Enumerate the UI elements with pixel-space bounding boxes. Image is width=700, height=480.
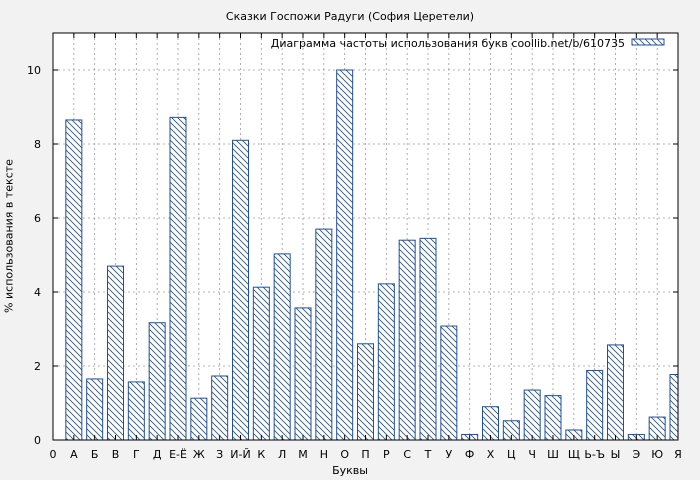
bar-И-Й bbox=[232, 139, 249, 441]
bar-А bbox=[65, 119, 83, 441]
x-tick-label: Я bbox=[674, 448, 682, 461]
x-tick-label: К bbox=[257, 448, 265, 461]
y-tick-labels: 0 2 4 6 8 10 bbox=[27, 64, 41, 447]
y-tick-label: 4 bbox=[34, 286, 41, 299]
bar-С bbox=[398, 239, 416, 441]
legend: Диаграмма частоты использования букв coo… bbox=[271, 37, 665, 50]
chart-title: Сказки Госпожи Радуги (София Церетели) bbox=[225, 10, 475, 23]
x-tick-label: Б bbox=[91, 448, 99, 461]
bar-Б bbox=[86, 378, 104, 441]
x-tick-label: Ы bbox=[611, 448, 621, 461]
x-tick-label: В bbox=[112, 448, 120, 461]
x-tick-label: Ю bbox=[651, 448, 663, 461]
x-tick-label: А bbox=[70, 448, 78, 461]
x-tick-label: М bbox=[298, 448, 308, 461]
bar-Ь-Ъ bbox=[586, 369, 604, 441]
x-tick-label: Ж bbox=[193, 448, 205, 461]
x-tick-label: И-Й bbox=[230, 448, 250, 461]
x-tick-label: О bbox=[340, 448, 349, 461]
x-tick-label: Д bbox=[153, 448, 162, 461]
x-tick-label: 0 bbox=[50, 448, 57, 461]
x-tick-label: Ф bbox=[465, 448, 474, 461]
bar-З bbox=[211, 375, 229, 441]
x-tick-label: Н bbox=[320, 448, 328, 461]
x-tick-labels: 0 А Б В Г Д Е-Ё Ж З И-Й К Л М Н О П Р С Т У Ф Х Ц Ч Ш Щ Ь-Ъ Ы Э Ю Я bbox=[50, 448, 682, 461]
x-tick-label: Р bbox=[383, 448, 390, 461]
y-tick-label: 2 bbox=[34, 360, 41, 373]
bar-М bbox=[294, 307, 312, 441]
bar-Ш bbox=[544, 395, 562, 441]
bar-Т bbox=[419, 237, 437, 441]
x-tick-label: С bbox=[403, 448, 411, 461]
bar-Ж bbox=[190, 397, 208, 441]
bar-К bbox=[252, 286, 270, 441]
x-tick-label: Х bbox=[487, 448, 495, 461]
grid-lines bbox=[53, 33, 678, 440]
bar-Я bbox=[669, 374, 679, 441]
bar-Д bbox=[148, 322, 166, 441]
x-tick-label: Л bbox=[278, 448, 286, 461]
bar-Л bbox=[273, 253, 291, 441]
axes bbox=[52, 32, 679, 441]
x-tick-label: Щ bbox=[568, 448, 580, 461]
x-tick-label: З bbox=[216, 448, 223, 461]
x-tick-label: У bbox=[445, 448, 452, 461]
bar-У bbox=[440, 325, 458, 441]
bar-В bbox=[107, 265, 124, 441]
bar-Ч bbox=[523, 389, 541, 441]
x-tick-label: Г bbox=[133, 448, 140, 461]
bar-Г bbox=[127, 381, 145, 441]
y-tick-label: 0 bbox=[34, 434, 41, 447]
x-tick-label: Ш bbox=[547, 448, 559, 461]
bar-Ы bbox=[607, 344, 624, 441]
x-tick-label: Ц bbox=[507, 448, 516, 461]
bars bbox=[65, 69, 679, 441]
bar-Н bbox=[315, 228, 333, 441]
x-tick-label: Т bbox=[424, 448, 432, 461]
bar-О bbox=[336, 69, 354, 441]
y-tick-label: 10 bbox=[27, 64, 41, 77]
bar-П bbox=[357, 343, 374, 441]
legend-swatch bbox=[631, 38, 665, 46]
x-tick-label: П bbox=[361, 448, 369, 461]
x-axis-label: Буквы bbox=[332, 464, 368, 477]
x-tick-label: Ь-Ъ bbox=[584, 448, 605, 461]
y-axis-label: % использования в тексте bbox=[2, 159, 16, 313]
x-tick-label: Ч bbox=[528, 448, 536, 461]
bar-Р bbox=[377, 283, 395, 441]
x-tick-label: Е-Ё bbox=[169, 448, 187, 461]
x-tick-label: Э bbox=[632, 448, 640, 461]
y-tick-label: 6 bbox=[34, 212, 41, 225]
legend-label: Диаграмма частоты использования букв coo… bbox=[271, 37, 625, 50]
y-tick-label: 8 bbox=[34, 138, 41, 151]
bar-Е-Ё bbox=[169, 116, 187, 441]
